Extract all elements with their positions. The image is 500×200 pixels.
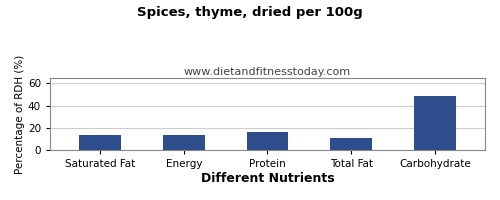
- Bar: [246, 132, 288, 150]
- Bar: [414, 96, 456, 150]
- Bar: [330, 138, 372, 150]
- Title: www.dietandfitnesstoday.com: www.dietandfitnesstoday.com: [184, 67, 351, 77]
- X-axis label: Different Nutrients: Different Nutrients: [200, 172, 334, 185]
- Text: Spices, thyme, dried per 100g: Spices, thyme, dried per 100g: [137, 6, 363, 19]
- Y-axis label: Percentage of RDH (%): Percentage of RDH (%): [15, 54, 25, 174]
- Bar: [163, 135, 204, 150]
- Bar: [79, 135, 121, 150]
